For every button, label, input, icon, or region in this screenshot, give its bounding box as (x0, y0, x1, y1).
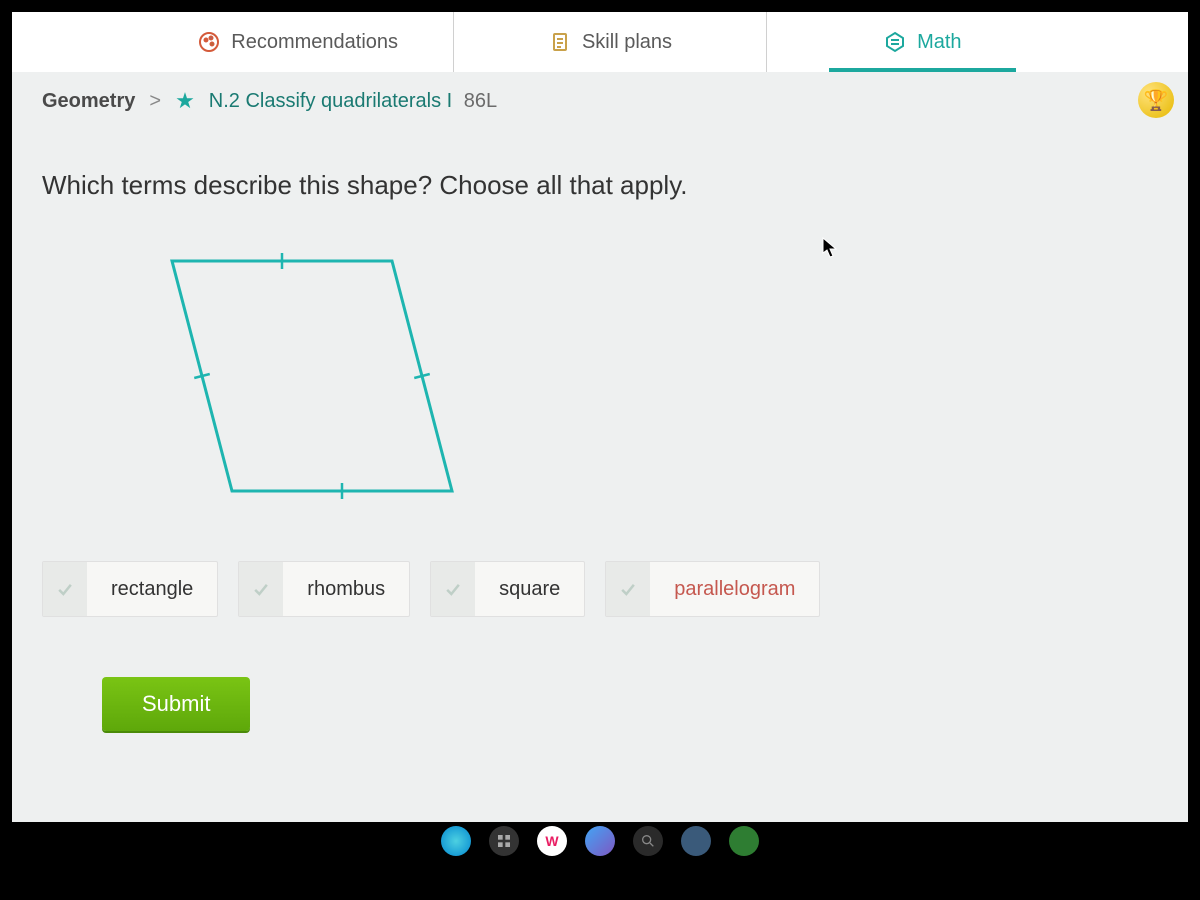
taskbar-app-icon[interactable] (585, 826, 615, 856)
nav-recommendations[interactable]: Recommendations (142, 12, 454, 72)
clipboard-icon (548, 30, 572, 54)
taskbar-app-icon[interactable] (441, 826, 471, 856)
breadcrumb: Geometry > ★ N.2 Classify quadrilaterals… (12, 72, 1188, 130)
checkbox-icon (431, 562, 475, 616)
nav-skill-plans[interactable]: Skill plans (454, 12, 766, 72)
option-label: rectangle (87, 578, 217, 601)
checkbox-icon (239, 562, 283, 616)
option-rectangle[interactable]: rectangle (42, 561, 218, 617)
taskbar-app-icon[interactable] (729, 826, 759, 856)
shape-figure (92, 231, 512, 531)
breadcrumb-subject[interactable]: Geometry (42, 90, 135, 113)
answer-options: rectangle rhombus square parallelogram (42, 561, 1158, 617)
chevron-right-icon: > (149, 90, 161, 113)
submit-button[interactable]: Submit (102, 677, 250, 731)
top-nav: Recommendations Skill plans Math (12, 12, 1188, 72)
checkbox-icon (606, 562, 650, 616)
nav-label: Skill plans (582, 31, 672, 54)
option-rhombus[interactable]: rhombus (238, 561, 410, 617)
nav-label: Recommendations (231, 31, 398, 54)
math-icon (883, 30, 907, 54)
option-label: square (475, 578, 584, 601)
taskbar: W (12, 822, 1188, 860)
content-area: Which terms describe this shape? Choose … (12, 130, 1188, 731)
option-label: parallelogram (650, 578, 819, 601)
breadcrumb-skill[interactable]: N.2 Classify quadrilaterals I 86L (209, 90, 497, 113)
taskbar-search-icon[interactable] (633, 826, 663, 856)
nav-label: Math (917, 31, 961, 54)
taskbar-app-icon[interactable] (681, 826, 711, 856)
star-icon: ★ (175, 88, 195, 114)
checkbox-icon (43, 562, 87, 616)
taskbar-app-icon[interactable]: W (537, 826, 567, 856)
trophy-icon[interactable]: 🏆 (1138, 82, 1174, 118)
option-label: rhombus (283, 578, 409, 601)
taskbar-app-icon[interactable] (489, 826, 519, 856)
palette-icon (197, 30, 221, 54)
question-text: Which terms describe this shape? Choose … (42, 170, 1158, 201)
nav-math[interactable]: Math (767, 12, 1078, 72)
option-square[interactable]: square (430, 561, 585, 617)
option-parallelogram[interactable]: parallelogram (605, 561, 820, 617)
